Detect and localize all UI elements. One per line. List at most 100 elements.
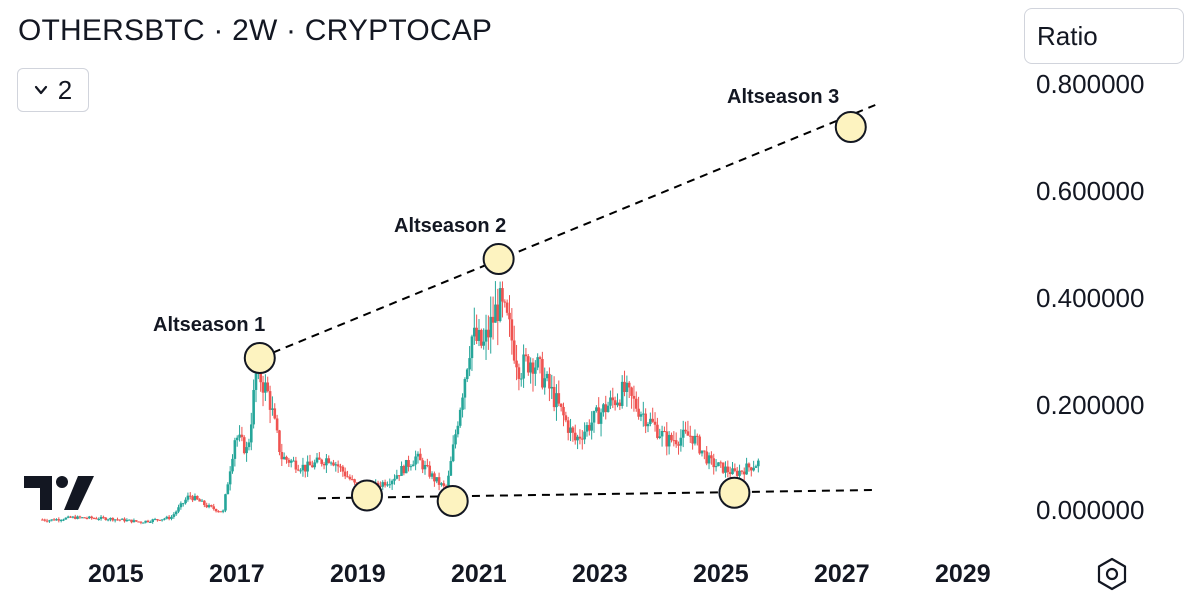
candle-body xyxy=(296,469,300,471)
candle-body xyxy=(719,462,723,464)
candle-body xyxy=(339,466,342,468)
candle-body xyxy=(289,460,293,463)
candle-body xyxy=(630,387,633,396)
candle-body xyxy=(106,519,110,521)
candle-body xyxy=(158,519,162,521)
candle-body xyxy=(174,511,178,515)
collapse-indicators-button[interactable]: 2 xyxy=(17,68,89,112)
candle-body xyxy=(386,484,389,486)
candle-body xyxy=(461,397,464,410)
candle-body xyxy=(238,434,241,438)
candle-body xyxy=(134,520,138,522)
candle-body xyxy=(749,467,753,471)
candle-body xyxy=(329,462,333,464)
annotation-altseason-3: Altseason 3 xyxy=(727,86,839,108)
candle-body xyxy=(205,505,208,508)
candle-body xyxy=(510,319,514,341)
marker-circle[interactable] xyxy=(834,111,867,143)
candle-body xyxy=(116,519,119,521)
candle-body xyxy=(667,434,671,447)
candle-body xyxy=(470,336,474,359)
candle-body xyxy=(308,461,312,466)
candle-body xyxy=(66,516,70,518)
candle-body xyxy=(149,521,152,523)
candle-body xyxy=(505,302,509,313)
y-axis[interactable]: 0.800000 0.600000 0.400000 0.200000 0.00… xyxy=(1036,69,1144,525)
hexagon-settings-icon[interactable] xyxy=(1094,556,1130,592)
candle-body xyxy=(559,403,563,407)
candle-body xyxy=(177,507,180,512)
tradingview-logo-icon[interactable] xyxy=(22,472,96,512)
marker-circle[interactable] xyxy=(482,243,515,275)
candle-body xyxy=(102,516,105,518)
candle-body xyxy=(578,436,582,439)
candle-body xyxy=(738,470,741,476)
candle-body xyxy=(634,398,638,409)
candle-body xyxy=(524,354,528,357)
candle-body xyxy=(644,413,647,427)
candle-body xyxy=(433,473,436,482)
candle-body xyxy=(468,358,471,370)
candle-body xyxy=(109,517,112,520)
candle-body xyxy=(327,458,331,463)
candle-body xyxy=(517,367,521,379)
candle-body xyxy=(306,461,309,472)
candle-body xyxy=(637,408,640,417)
candle-body xyxy=(278,430,281,453)
candle-body xyxy=(717,462,720,467)
x-axis[interactable]: 2015 2017 2019 2021 2023 2025 2027 2029 xyxy=(88,560,991,588)
candle-body xyxy=(747,463,751,468)
candle-body xyxy=(529,362,532,373)
candle-body xyxy=(97,518,101,520)
trendline-upper[interactable] xyxy=(259,104,876,359)
x-tick-label: 2017 xyxy=(209,560,265,588)
candle-body xyxy=(430,473,434,477)
candle-body xyxy=(714,466,718,468)
candle-body xyxy=(484,329,488,342)
candle-body xyxy=(292,460,295,462)
y-tick-label: 0.000000 xyxy=(1036,495,1144,525)
candle-body xyxy=(566,420,570,433)
candles-layer xyxy=(41,281,760,525)
candle-body xyxy=(688,435,692,437)
candle-body xyxy=(64,517,68,520)
candle-body xyxy=(132,520,136,523)
candle-body xyxy=(407,460,410,467)
candle-body xyxy=(740,470,744,472)
candle-body xyxy=(125,519,129,522)
candle-body xyxy=(426,464,429,466)
candle-body xyxy=(465,369,469,380)
candle-body xyxy=(287,459,291,463)
candle-body xyxy=(531,362,535,374)
candle-body xyxy=(228,471,232,485)
candle-body xyxy=(632,395,636,399)
candle-body xyxy=(242,437,246,454)
candle-body xyxy=(299,470,302,472)
candle-body xyxy=(301,464,305,471)
candle-body xyxy=(656,424,659,438)
candle-body xyxy=(200,500,204,502)
trendline-lower[interactable] xyxy=(317,489,876,500)
candle-body xyxy=(271,408,274,410)
ratio-scale-button[interactable]: Ratio xyxy=(1024,8,1184,64)
candle-body xyxy=(80,517,84,519)
candle-body xyxy=(165,516,169,519)
marker-circle[interactable] xyxy=(436,485,469,517)
marker-circle[interactable] xyxy=(718,476,751,509)
candle-body xyxy=(541,358,544,388)
marker-circle[interactable] xyxy=(243,342,276,374)
marker-circle[interactable] xyxy=(350,479,383,512)
candle-body xyxy=(463,379,467,398)
candle-body xyxy=(245,447,248,454)
candle-body xyxy=(435,477,439,482)
candle-body xyxy=(557,393,561,404)
candle-body xyxy=(649,418,652,424)
candle-body xyxy=(611,397,615,401)
candle-body xyxy=(355,482,359,484)
candle-body xyxy=(595,407,598,412)
candle-body xyxy=(404,460,408,474)
candle-body xyxy=(613,400,617,406)
candle-body xyxy=(609,397,612,406)
candle-body xyxy=(712,458,716,468)
